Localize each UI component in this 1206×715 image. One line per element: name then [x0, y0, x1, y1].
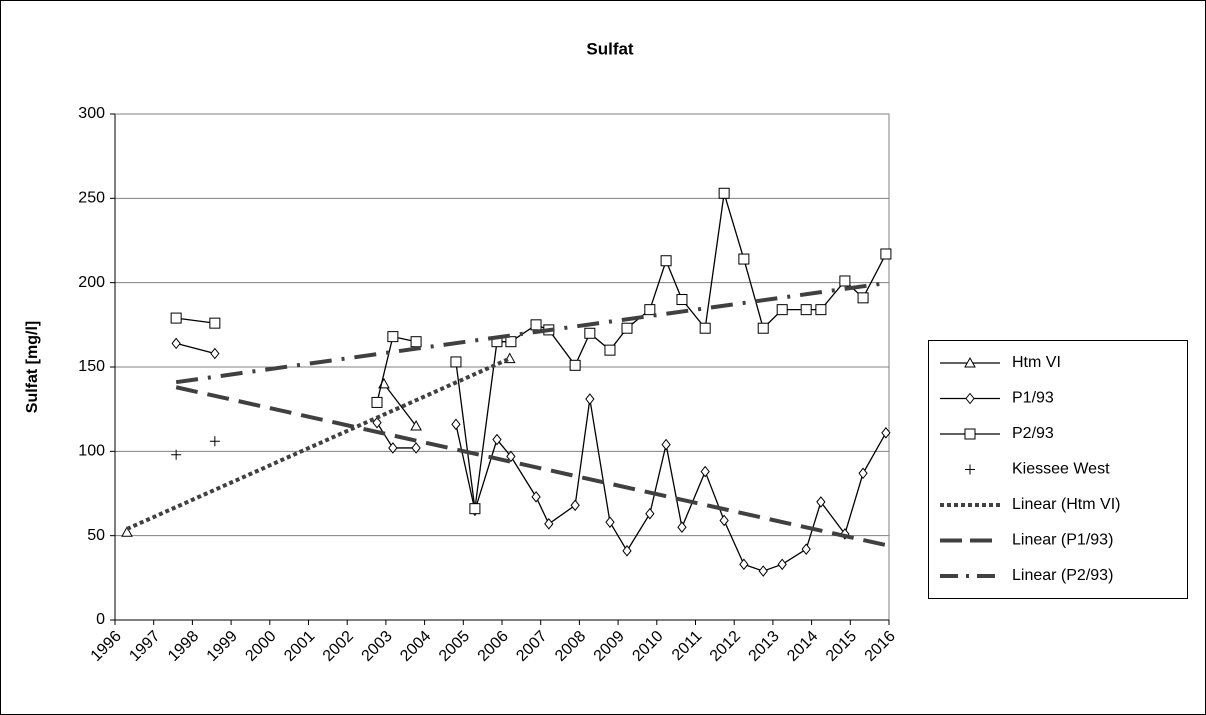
- data-point: [388, 442, 398, 454]
- trend-line: [175, 385, 890, 548]
- data-point: [411, 442, 421, 454]
- data-point: [171, 449, 182, 460]
- data-point: [677, 521, 687, 534]
- data-point: [171, 337, 181, 350]
- data-point: [371, 396, 383, 408]
- legend-marker: [964, 428, 976, 440]
- data-point: [700, 465, 710, 478]
- data-point: [170, 312, 182, 324]
- data-point: [492, 433, 502, 446]
- data-point: [387, 331, 399, 343]
- y-tick-label: 250: [78, 190, 105, 207]
- legend-marker: [965, 464, 975, 475]
- data-point: [621, 322, 633, 334]
- data-point: [451, 418, 461, 431]
- data-point: [816, 496, 826, 508]
- data-point: [531, 491, 541, 503]
- data-point: [570, 499, 580, 512]
- data-point: [450, 356, 462, 368]
- data-point: [584, 327, 596, 339]
- data-point: [758, 565, 768, 577]
- y-tick-label: 0: [96, 611, 105, 628]
- legend-label: Linear (P2/93): [1012, 567, 1113, 584]
- data-point: [469, 503, 481, 515]
- data-point: [605, 516, 615, 528]
- data-point: [660, 255, 672, 267]
- data-point: [815, 304, 827, 316]
- legend-label: P1/93: [1012, 390, 1054, 407]
- data-point: [585, 393, 595, 405]
- data-point: [777, 558, 787, 571]
- data-point: [505, 336, 517, 348]
- data-point: [738, 253, 750, 265]
- legend-label: Linear (P1/93): [1012, 532, 1113, 549]
- data-point: [121, 526, 133, 537]
- legend-marker: [965, 392, 975, 405]
- data-point: [699, 322, 711, 334]
- data-point: [410, 420, 422, 431]
- legend-marker: [964, 356, 976, 368]
- data-point: [661, 438, 671, 451]
- data-point: [857, 292, 869, 304]
- data-point: [718, 187, 730, 199]
- data-point: [530, 319, 542, 331]
- y-tick-label: 200: [78, 274, 105, 291]
- data-point: [776, 304, 788, 316]
- data-point: [801, 543, 811, 555]
- legend-label: Kiessee West: [1012, 461, 1110, 478]
- trend-line: [175, 280, 890, 385]
- data-point: [644, 304, 656, 316]
- data-point: [739, 558, 749, 571]
- data-point: [209, 436, 220, 447]
- y-tick-label: 50: [87, 527, 105, 544]
- data-point: [210, 347, 220, 360]
- chart-title: Sulfat: [586, 39, 634, 58]
- data-point: [719, 514, 729, 527]
- data-point: [506, 450, 516, 463]
- legend-label: Htm VI: [1012, 354, 1061, 371]
- data-point: [858, 467, 868, 480]
- data-point: [569, 359, 581, 371]
- data-point: [839, 275, 851, 287]
- y-tick-label: 150: [78, 358, 105, 375]
- y-tick-label: 300: [78, 105, 105, 122]
- data-point: [209, 317, 221, 329]
- data-point: [676, 294, 688, 306]
- data-point: [604, 344, 616, 356]
- data-point: [622, 545, 632, 557]
- y-axis-label: Sulfat [mg/l]: [24, 321, 41, 413]
- data-point: [881, 426, 891, 439]
- data-point: [757, 322, 769, 334]
- legend-label: Linear (Htm VI): [1012, 496, 1120, 513]
- data-point: [544, 518, 554, 530]
- data-point: [410, 336, 422, 348]
- data-point: [645, 507, 655, 520]
- data-point: [880, 248, 892, 260]
- data-point: [800, 304, 812, 316]
- legend-label: P2/93: [1012, 425, 1054, 442]
- y-tick-label: 100: [78, 443, 105, 460]
